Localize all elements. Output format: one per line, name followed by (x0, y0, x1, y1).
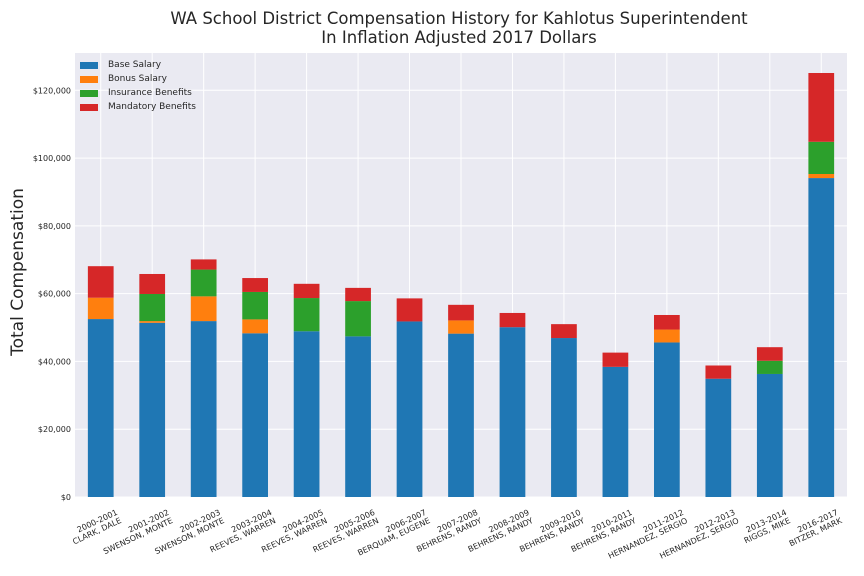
bar-bonus-salary (87, 297, 114, 320)
legend-label: Mandatory Benefits (108, 102, 196, 112)
bar-base-salary (293, 331, 320, 497)
bar-bonus-salary (654, 329, 680, 343)
bar-mandatory-benefits (139, 273, 166, 294)
bar-base-salary (242, 333, 268, 497)
legend-item: Mandatory Benefits (80, 100, 196, 114)
bar-mandatory-benefits (499, 312, 526, 328)
bar-bonus-salary (242, 319, 268, 334)
bar-mandatory-benefits (808, 72, 835, 142)
bar-insurance-benefits (139, 293, 166, 322)
bar-mandatory-benefits (602, 352, 629, 367)
bar-base-salary (654, 342, 680, 497)
bar-base-salary (87, 319, 114, 497)
bar-base-salary (345, 336, 371, 497)
bar-mandatory-benefits (190, 259, 217, 270)
bar-bonus-salary (808, 173, 835, 179)
legend-swatch (80, 61, 98, 69)
bar-mandatory-benefits (87, 266, 114, 298)
y-tick-label: $40,000 (38, 357, 71, 366)
bar-insurance-benefits (756, 360, 783, 374)
bar-insurance-benefits (293, 298, 320, 332)
bar-mandatory-benefits (345, 287, 371, 302)
y-tick-label: $80,000 (38, 222, 71, 231)
y-tick-label: $120,000 (33, 86, 71, 95)
bar-insurance-benefits (345, 301, 371, 337)
bar-bonus-salary (448, 320, 474, 334)
bar-base-salary (448, 333, 474, 497)
legend-label: Base Salary (108, 60, 162, 70)
legend-swatch (80, 75, 98, 83)
bar-mandatory-benefits (396, 298, 423, 322)
y-tick-label: $100,000 (33, 154, 71, 163)
legend-label: Insurance Benefits (108, 88, 192, 98)
bar-mandatory-benefits (654, 314, 680, 330)
y-tick-label: $60,000 (38, 290, 71, 299)
bar-mandatory-benefits (756, 347, 783, 361)
bar-insurance-benefits (242, 291, 268, 320)
legend-item: Insurance Benefits (80, 86, 196, 100)
bar-mandatory-benefits (705, 365, 732, 379)
bar-insurance-benefits (808, 141, 835, 174)
bar-base-salary (499, 327, 526, 497)
legend: Base Salary Bonus Salary Insurance Benefit… (80, 58, 196, 114)
bar-bonus-salary (190, 296, 217, 322)
bar-mandatory-benefits (293, 283, 320, 299)
bar-base-salary (551, 338, 577, 497)
bar-mandatory-benefits (448, 304, 474, 321)
bar-base-salary (808, 178, 835, 497)
bar-base-salary (396, 321, 423, 497)
legend-item: Bonus Salary (80, 72, 196, 86)
legend-swatch (80, 89, 98, 97)
bar-base-salary (190, 321, 217, 497)
y-tick-label: $0 (61, 493, 71, 502)
bar-base-salary (139, 322, 166, 497)
bar-bonus-salary (139, 321, 166, 323)
bar-base-salary (705, 378, 732, 497)
legend-swatch (80, 103, 98, 111)
legend-label: Bonus Salary (108, 74, 167, 84)
chart-title: WA School District Compensation History … (170, 9, 748, 47)
bar-insurance-benefits (190, 269, 217, 297)
bar-mandatory-benefits (242, 278, 268, 292)
bar-mandatory-benefits (551, 324, 577, 339)
bar-base-salary (756, 373, 783, 497)
legend-item: Base Salary (80, 58, 196, 72)
y-tick-label: $20,000 (38, 425, 71, 434)
bar-base-salary (602, 366, 629, 497)
